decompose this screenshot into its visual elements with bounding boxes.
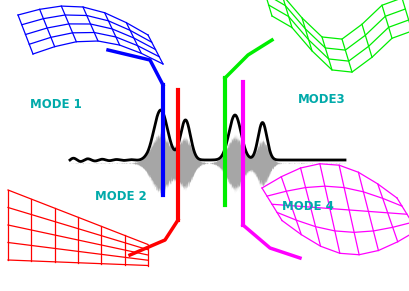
- Text: MODE 1: MODE 1: [30, 98, 81, 111]
- Text: MODE 2: MODE 2: [95, 190, 146, 203]
- Text: MODE 4: MODE 4: [281, 200, 333, 213]
- Text: MODE3: MODE3: [297, 93, 345, 106]
